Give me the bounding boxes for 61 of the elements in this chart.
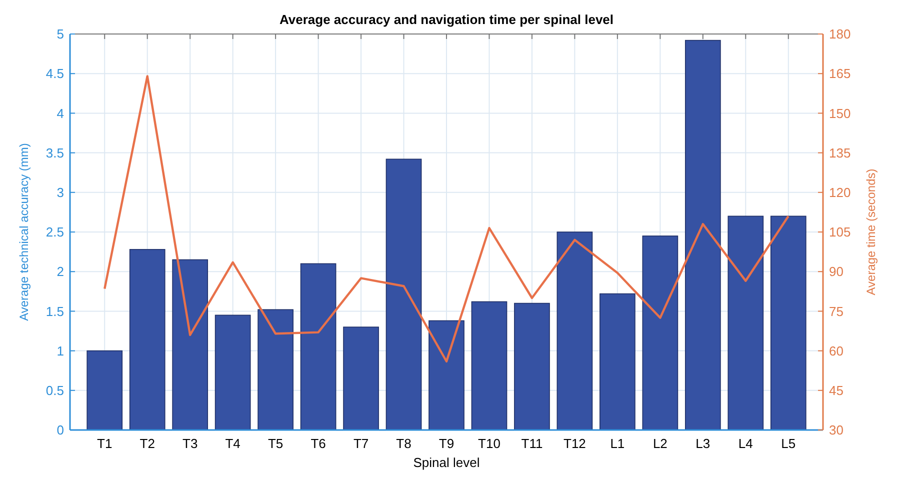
bar [214, 314, 251, 430]
x-tick-label: T6 [310, 436, 326, 451]
y-tick-label: 1.5 [46, 304, 64, 319]
bar [428, 320, 464, 430]
bar [684, 40, 721, 430]
y2-tick-label: 30 [829, 422, 844, 438]
y2-tick-label: 165 [829, 66, 851, 82]
y-tick-label: 2.5 [46, 224, 64, 240]
bar [129, 249, 166, 430]
x-tick-label: T10 [478, 436, 500, 451]
bar [172, 259, 208, 430]
bar [386, 158, 422, 430]
x-tick-label: L4 [738, 436, 753, 451]
bar [86, 350, 123, 430]
x-tick-label: T2 [140, 436, 155, 451]
x-tick-label: T9 [438, 436, 454, 451]
y2-tick-label: 150 [829, 106, 851, 121]
y2-axis-title: Average time (seconds) [864, 168, 878, 296]
y-tick-label: 2 [56, 264, 64, 280]
x-tick-label: T12 [564, 436, 586, 451]
y2-tick-label: 180 [829, 26, 851, 42]
bar [770, 216, 806, 430]
y-tick-label: 1 [56, 343, 64, 358]
y-tick-label: 3.5 [46, 145, 64, 160]
x-tick-label: T1 [97, 436, 112, 451]
y-tick-label: 4.5 [46, 66, 64, 82]
y2-tick-label: 90 [829, 264, 844, 280]
bar [600, 293, 636, 430]
y-tick-label: 5 [56, 26, 64, 42]
bar [556, 232, 593, 430]
y-tick-label: 3 [56, 184, 64, 200]
bar [343, 326, 379, 430]
x-tick-label: L2 [652, 436, 668, 451]
x-tick-label: T3 [182, 436, 198, 451]
y2-tick-label: 135 [829, 145, 851, 160]
bar [300, 263, 336, 430]
x-tick-label: T4 [225, 436, 240, 451]
x-axis-title: Spinal level [413, 455, 480, 470]
bar [514, 302, 550, 430]
y2-tick-label: 75 [829, 304, 844, 319]
y2-tick-label: 120 [829, 184, 851, 200]
y-tick-label: 4 [56, 106, 64, 121]
bar [642, 236, 678, 430]
line-series [104, 75, 790, 362]
bar [728, 216, 764, 430]
x-tick-label: T7 [353, 436, 369, 451]
x-tick-label: T5 [268, 436, 284, 451]
y2-tick-label: 45 [829, 382, 844, 398]
y-axis-title: Average technical accuracy (mm) [17, 143, 31, 321]
bar [471, 301, 508, 430]
y2-tick-label: 60 [829, 343, 844, 358]
chart-title: Average accuracy and navigation time per spinal level [279, 12, 614, 27]
x-tick-label: L3 [696, 436, 710, 451]
bar [258, 309, 294, 430]
x-tick-label: L5 [781, 436, 796, 451]
x-tick-label: T11 [521, 436, 543, 451]
y2-tick-label: 105 [829, 224, 851, 240]
x-tick-label: T8 [396, 436, 412, 451]
y-tick-label: 0.5 [46, 382, 64, 398]
y-tick-label: 0 [56, 422, 64, 438]
x-tick-label: L1 [610, 436, 625, 451]
